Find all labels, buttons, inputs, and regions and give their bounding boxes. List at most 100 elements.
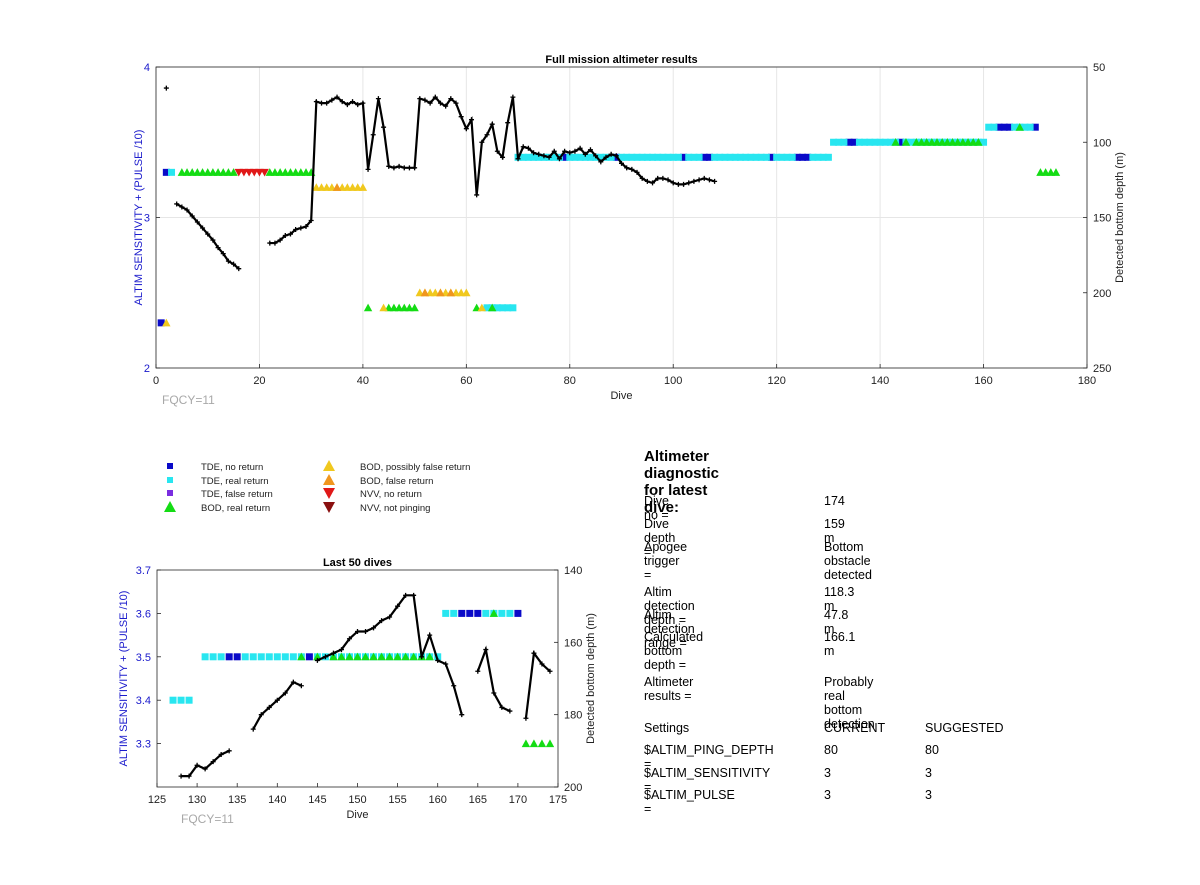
last50-depth-point: [330, 650, 336, 656]
last50-marker: [482, 609, 490, 617]
last50-marker: [466, 609, 474, 617]
full-depth-point: [370, 132, 376, 138]
full-depth-point: [515, 156, 521, 162]
full-depth-point: [303, 224, 309, 230]
last50-marker: [177, 696, 185, 704]
legend-triangle-up-icon: [164, 501, 176, 512]
last50-depth-point: [298, 683, 304, 689]
last50-depth-point: [451, 683, 457, 689]
last50-title: Last 50 dives: [323, 557, 392, 569]
ping-depth-label: $ALTIM_PING_DEPTH =: [644, 743, 774, 771]
full-depth-point: [551, 148, 557, 154]
full-depth-point: [650, 180, 656, 186]
full-marker: [814, 153, 822, 161]
full-depth-point: [639, 175, 645, 181]
altim-detection-depth-label: Altim detection depth =: [644, 585, 695, 627]
full-depth-point: [624, 165, 630, 171]
legend-label: NVV, not pinging: [360, 503, 430, 514]
full-depth-point: [474, 192, 480, 198]
full-marker: [901, 138, 911, 146]
full-marker: [410, 303, 419, 312]
full-marker: [726, 153, 734, 161]
full-depth-point: [200, 225, 206, 231]
full-marker: [229, 168, 238, 176]
full-marker: [690, 153, 698, 161]
full-marker: [871, 138, 879, 146]
settings-header-suggested: SUGGESTED: [925, 721, 1004, 735]
last50-depth-point: [395, 603, 401, 609]
full-marker: [379, 303, 388, 312]
full-depth-point: [556, 156, 562, 162]
full-depth-point: [567, 150, 573, 156]
full-marker: [736, 153, 744, 161]
full-depth-point: [582, 151, 588, 157]
legend-square-icon: [167, 490, 173, 496]
full-y2-tick-label: 150: [1093, 213, 1111, 225]
full-marker: [576, 153, 584, 161]
full-x-tick-label: 100: [664, 375, 682, 387]
last50-xlabel: Dive: [346, 809, 368, 821]
full-marker: [566, 153, 574, 161]
full-marker: [845, 138, 853, 146]
apogee-trigger-label: Apogee trigger =: [644, 540, 688, 582]
full-depth-point: [210, 237, 216, 243]
full-marker: [995, 123, 1003, 131]
full-marker: [757, 153, 765, 161]
full-depth-point: [469, 117, 475, 123]
full-marker: [358, 183, 368, 191]
last50-ylabel: ALTIM SENSITIVITY + (PULSE /10): [118, 591, 130, 767]
last50-x-tick-label: 145: [308, 794, 326, 806]
full-marker: [752, 153, 760, 161]
full-depth-point: [412, 165, 418, 171]
full-depth-point: [458, 114, 464, 120]
settings-header-current: CURRENT: [824, 721, 886, 735]
last50-depth-point: [363, 628, 369, 634]
full-marker: [168, 168, 176, 176]
full-depth-point: [179, 204, 185, 210]
last50-marker: [337, 652, 346, 661]
full-depth-point: [381, 124, 387, 130]
full-marker: [804, 153, 812, 161]
last50-marker: [345, 652, 354, 661]
full-depth-point: [324, 100, 330, 106]
full-marker: [597, 153, 605, 161]
full-marker: [985, 123, 993, 131]
full-depth-point: [489, 121, 495, 127]
full-title: Full mission altimeter results: [545, 54, 697, 66]
full-depth-point: [329, 97, 335, 103]
full-marker: [436, 288, 445, 297]
full-depth-point: [484, 132, 490, 138]
full-y-tick-label: 2: [144, 363, 150, 375]
full-y2-tick-label: 50: [1093, 62, 1105, 74]
last50-marker: [450, 609, 458, 617]
last50-marker: [425, 652, 434, 661]
last50-marker: [225, 653, 233, 661]
full-depth-point: [593, 153, 599, 159]
full-marker: [762, 153, 770, 161]
full-marker: [700, 153, 708, 161]
altimeter-results-label: Altimeter results =: [644, 675, 694, 703]
full-marker: [1015, 123, 1024, 131]
full-depth-point: [350, 99, 356, 105]
full-marker: [260, 168, 269, 177]
full-depth-point: [634, 169, 640, 175]
last50-x-tick-label: 150: [348, 794, 366, 806]
dive-no-value: 174: [824, 494, 845, 508]
last50-plot-area: [157, 570, 558, 787]
last50-annotation: FQCY=11: [181, 812, 234, 826]
full-marker: [420, 288, 430, 297]
full-y2label: Detected bottom depth (m): [1114, 152, 1126, 283]
full-depth-point: [644, 178, 650, 184]
last50-depth-point: [387, 614, 393, 620]
full-marker: [799, 153, 807, 161]
full-marker: [711, 153, 719, 161]
full-x-tick-label: 140: [871, 375, 889, 387]
full-depth-point: [587, 147, 593, 153]
last50-depth-point: [346, 636, 352, 642]
full-depth-point: [525, 145, 531, 151]
last50-marker: [401, 652, 410, 661]
full-depth-point: [510, 94, 516, 100]
full-marker: [664, 153, 672, 161]
ping-depth-current: 80: [824, 743, 838, 757]
full-data: [157, 85, 1061, 327]
